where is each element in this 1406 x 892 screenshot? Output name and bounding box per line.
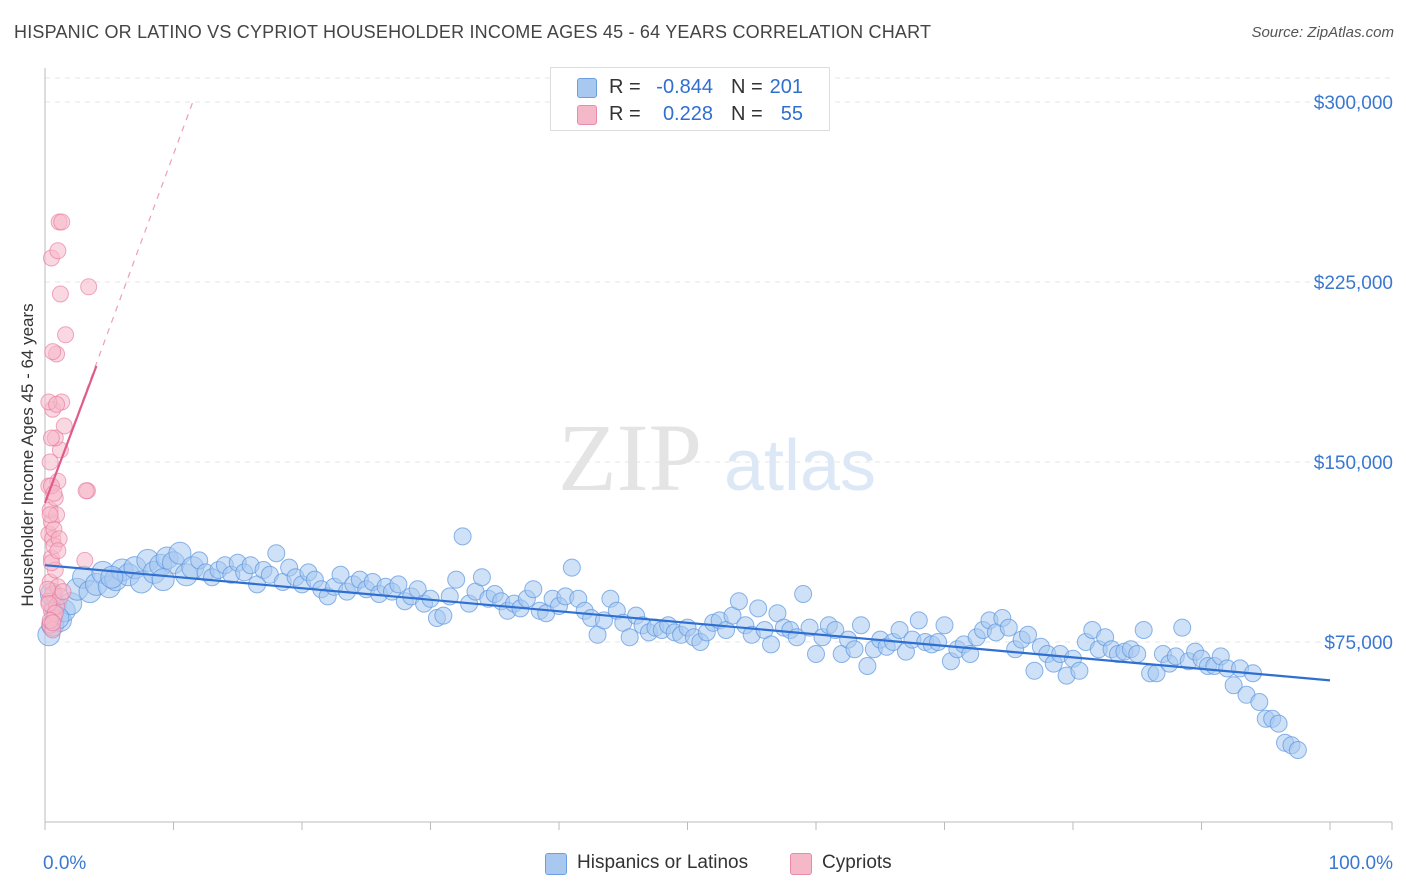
legend-box: R = -0.844 N = 201 R = 0.228 N = 55 [550,67,830,131]
y-tick-label: $300,000 [1314,93,1393,114]
data-point-cypriots [51,285,69,303]
data-point-hispanics [929,633,948,651]
legend-swatch-cypriots [577,105,597,125]
data-point-cypriots [53,213,71,231]
legend-swatch-hispanics [545,853,567,875]
legend-row-cypriots: R = 0.228 N = 55 [551,101,829,127]
legend-n-label: N = [731,76,763,98]
legend-n-value: 201 [769,76,803,98]
legend-label-cypriots: Cypriots [822,852,892,873]
x-tick-label: 100.0% [1329,853,1394,874]
data-point-hispanics [729,592,748,611]
data-point-hispanics [524,580,543,599]
watermark-zip: ZIP [558,404,702,511]
data-point-hispanics [858,657,877,675]
data-point-hispanics [267,544,286,563]
tick-labels: $75,000 $150,000 $225,000 $300,000 0.0% 100.0… [43,93,1393,874]
data-point-hispanics [1128,645,1147,663]
data-point-hispanics [1019,625,1038,644]
data-point-hispanics [794,585,813,603]
source-label: Source: ZipAtlas.com [1251,24,1394,41]
data-point-hispanics [168,541,192,565]
y-tick-label: $150,000 [1314,453,1393,474]
data-point-hispanics [909,611,928,630]
data-point-cypriots [76,551,94,569]
data-point-hispanics [1288,741,1307,759]
data-point-cypriots [57,326,75,344]
data-point-hispanics [1025,661,1044,680]
data-point-hispanics [851,616,870,635]
legend-r-label: R = [609,76,641,98]
data-point-hispanics [1173,618,1192,637]
legend-swatch-cypriots [790,853,812,875]
data-point-cypriots [39,580,57,598]
trend-line-cypriots [43,365,98,504]
data-point-hispanics [845,640,864,659]
data-point-hispanics [890,621,909,639]
legend-swatch-hispanics [577,78,597,98]
data-point-cypriots [77,482,95,500]
y-tick-label: $75,000 [1324,633,1393,654]
legend-r-value: -0.844 [656,76,713,98]
data-point-hispanics [331,565,350,584]
data-point-cypriots [44,343,62,361]
data-point-hispanics [562,558,581,577]
legend-r-label: R = [609,103,641,125]
data-point-cypriots [55,417,73,435]
watermark-atlas: atlas [724,426,876,506]
data-point-hispanics [1269,714,1288,733]
y-tick-label: $225,000 [1314,273,1393,294]
chart-title: HISPANIC OR LATINO VS CYPRIOT HOUSEHOLDE… [14,22,932,42]
legend-label-hispanics: Hispanics or Latinos [577,852,749,873]
x-tick-label: 0.0% [43,853,86,874]
legend-r-value: 0.228 [662,103,713,125]
watermark: ZIP atlas [558,404,876,511]
data-point-hispanics [762,635,781,654]
data-point-hispanics [935,616,954,635]
data-point-hispanics [151,568,175,592]
data-point-hispanics [999,618,1018,637]
data-point-cypriots [48,395,66,413]
legend-n-label: N = [731,103,763,125]
data-point-cypriots [54,583,72,601]
data-point-hispanics [472,568,491,587]
trend-lines [43,101,1331,682]
data-point-hispanics [1224,676,1243,695]
data-point-hispanics [1134,621,1153,639]
data-point-cypriots [42,429,60,447]
data-point-cypriots [41,506,59,524]
data-point-hispanics [434,606,453,625]
data-point-cypriots [80,278,98,296]
axes [44,68,1393,830]
legend-row-hispanics: R = -0.844 N = 201 [551,74,829,100]
data-point-cypriots [49,542,67,560]
data-point-cypriots [41,453,59,471]
data-point-hispanics [961,645,980,663]
data-point-hispanics [620,628,639,647]
series-hispanics-points [37,527,1307,759]
data-point-hispanics [453,527,472,546]
legend-n-value: 55 [780,103,803,125]
series-cypriots-points [39,213,98,639]
data-point-hispanics [1250,693,1269,711]
data-point-hispanics [389,575,408,594]
data-point-hispanics [749,599,768,618]
data-point-hispanics [826,621,845,639]
data-point-hispanics [447,570,466,589]
data-point-cypriots [49,242,67,260]
data-point-cypriots [44,614,62,632]
trend-line-hispanics [44,564,1331,682]
data-point-hispanics [800,618,819,637]
data-point-hispanics [807,645,825,663]
data-point-hispanics [1070,661,1089,680]
